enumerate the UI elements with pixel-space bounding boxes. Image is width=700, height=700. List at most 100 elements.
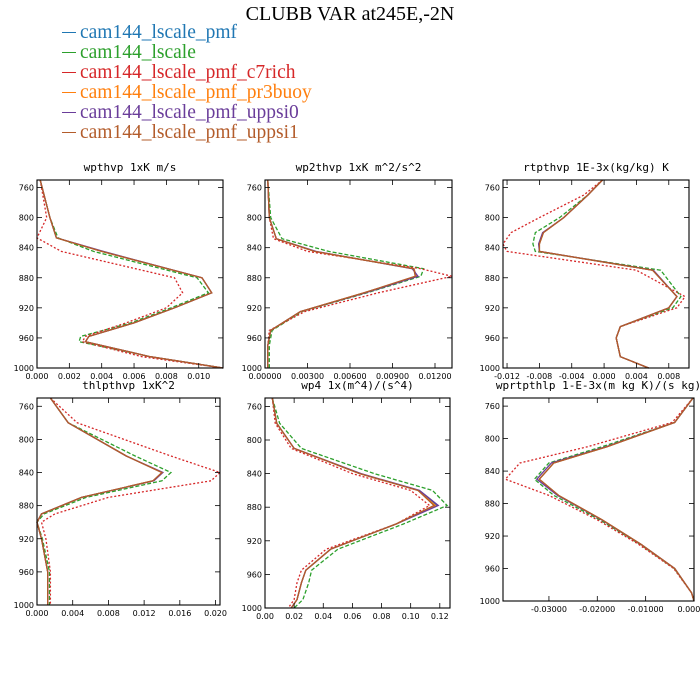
- y-tick-label: 1000: [242, 604, 262, 613]
- chart-panel: rtpthvp 1E-3x(kg/kg) K 760 800 840 880 920 960…: [480, 161, 690, 381]
- legend-label: cam144_lscale_pmf_uppsi1: [80, 122, 299, 143]
- series-line: [267, 179, 416, 368]
- series-line: [39, 179, 224, 369]
- y-tick-label: 960: [247, 334, 262, 343]
- legend-label: cam144_lscale_pmf: [80, 22, 238, 43]
- y-tick-label: 920: [19, 304, 34, 313]
- series-line: [267, 179, 420, 368]
- y-tick-label: 960: [485, 334, 500, 343]
- x-tick-label: 0.000: [26, 372, 49, 381]
- plot-frame: [502, 397, 695, 602]
- series-line: [271, 397, 431, 609]
- series-line: [271, 397, 437, 609]
- y-tick-label: 800: [247, 214, 262, 223]
- panel-title: wp4 1x(m^4)/(s^4): [301, 379, 414, 392]
- legend-item: cam144_lscale_pmf_uppsi1: [62, 123, 312, 143]
- plot-frame: [36, 397, 221, 606]
- legend: cam144_lscale_pmf cam144_lscale cam144_lsc…: [62, 23, 312, 143]
- x-tick-label: -0.012: [494, 372, 520, 381]
- x-tick-label: 0.00000: [248, 372, 281, 381]
- y-tick-label: 880: [247, 503, 262, 512]
- legend-label: cam144_lscale_pmf_pr3buoy: [80, 82, 312, 103]
- chart-panel: wp4 1x(m^4)/(s^4) 760 800 840 880 920 960 1000 0…: [242, 379, 451, 621]
- y-tick-label: 1000: [14, 601, 34, 610]
- y-tick-label: 840: [19, 244, 34, 253]
- series-line: [267, 179, 418, 368]
- y-tick-label: 760: [247, 402, 262, 411]
- chart-panel: thlpthvp 1xK^276080084088092096010000.00…: [14, 379, 227, 618]
- y-tick-label: 960: [19, 334, 34, 343]
- x-tick-label: 0.12: [431, 612, 449, 621]
- y-tick-label: 840: [485, 467, 500, 476]
- y-tick-label: 760: [485, 184, 500, 193]
- y-tick-label: 920: [19, 535, 34, 544]
- chart-panel: wprtpthlp 1-E-3x(m kg K)/(s kg) 760 800 840…: [480, 379, 700, 614]
- series-line: [39, 179, 224, 369]
- y-tick-label: 800: [247, 436, 262, 445]
- legend-label: cam144_lscale: [80, 42, 196, 63]
- y-tick-label: 960: [247, 570, 262, 579]
- y-tick-label: 840: [485, 244, 500, 253]
- plot-frame: [264, 179, 453, 369]
- x-tick-label: 0.08: [373, 612, 391, 621]
- series-line: [39, 179, 224, 369]
- series-line: [36, 179, 224, 369]
- x-tick-label: 0.00900: [376, 372, 409, 381]
- y-tick-label: 1000: [480, 597, 500, 606]
- y-tick-label: 920: [247, 537, 262, 546]
- y-tick-label: 960: [485, 565, 500, 574]
- series-line: [271, 397, 439, 609]
- legend-item: cam144_lscale_pmf_c7rich: [62, 63, 312, 83]
- series-line: [36, 397, 165, 605]
- legend-swatch: [62, 32, 76, 34]
- x-tick-label: -0.03000: [531, 605, 567, 614]
- x-tick-label: 0.004: [90, 372, 113, 381]
- y-tick-label: 920: [247, 304, 262, 313]
- y-tick-label: 880: [485, 274, 500, 283]
- x-tick-label: 0.000: [26, 609, 49, 618]
- y-tick-label: 840: [247, 470, 262, 479]
- series-line: [36, 397, 164, 605]
- x-tick-label: -0.02000: [579, 605, 615, 614]
- x-tick-label: 0.02: [285, 612, 303, 621]
- y-tick-label: 800: [485, 435, 500, 444]
- series-line: [271, 397, 440, 609]
- legend-item: cam144_lscale_pmf_pr3buoy: [62, 83, 312, 103]
- x-tick-label: 0.10: [402, 612, 420, 621]
- legend-item: cam144_lscale_pmf: [62, 23, 312, 43]
- series-line: [504, 397, 695, 602]
- y-tick-label: 1000: [242, 364, 262, 373]
- x-tick-label: 0.008: [97, 609, 120, 618]
- series-line: [532, 179, 682, 369]
- plot-frame: [502, 179, 690, 369]
- x-tick-label: 0.016: [168, 609, 191, 618]
- panel-title: wp2thvp 1xK m^2/s^2: [296, 161, 422, 174]
- legend-item: cam144_lscale: [62, 43, 312, 63]
- series-line: [267, 179, 453, 368]
- series-line: [271, 397, 436, 609]
- x-tick-label: 0.00000: [677, 605, 700, 614]
- legend-swatch: [62, 112, 76, 114]
- series-line: [538, 179, 678, 369]
- y-tick-label: 760: [485, 402, 500, 411]
- x-tick-label: 0.01200: [418, 372, 451, 381]
- series-line: [39, 179, 224, 369]
- y-tick-label: 920: [485, 304, 500, 313]
- series-line: [267, 179, 425, 368]
- x-tick-label: 0.002: [58, 372, 81, 381]
- y-tick-label: 880: [247, 274, 262, 283]
- series-line: [36, 397, 173, 605]
- legend-swatch: [62, 92, 76, 94]
- y-tick-label: 760: [19, 184, 34, 193]
- x-tick-label: 0.000: [593, 372, 616, 381]
- legend-swatch: [62, 132, 76, 134]
- chart-panel: wpthvp 1xK m/s76080084088092096010000.00…: [14, 161, 224, 381]
- x-tick-label: 0.00600: [333, 372, 366, 381]
- x-tick-label: 0.012: [133, 609, 156, 618]
- y-tick-label: 880: [19, 502, 34, 511]
- y-tick-label: 840: [247, 244, 262, 253]
- y-tick-label: 760: [247, 184, 262, 193]
- legend-swatch: [62, 52, 76, 54]
